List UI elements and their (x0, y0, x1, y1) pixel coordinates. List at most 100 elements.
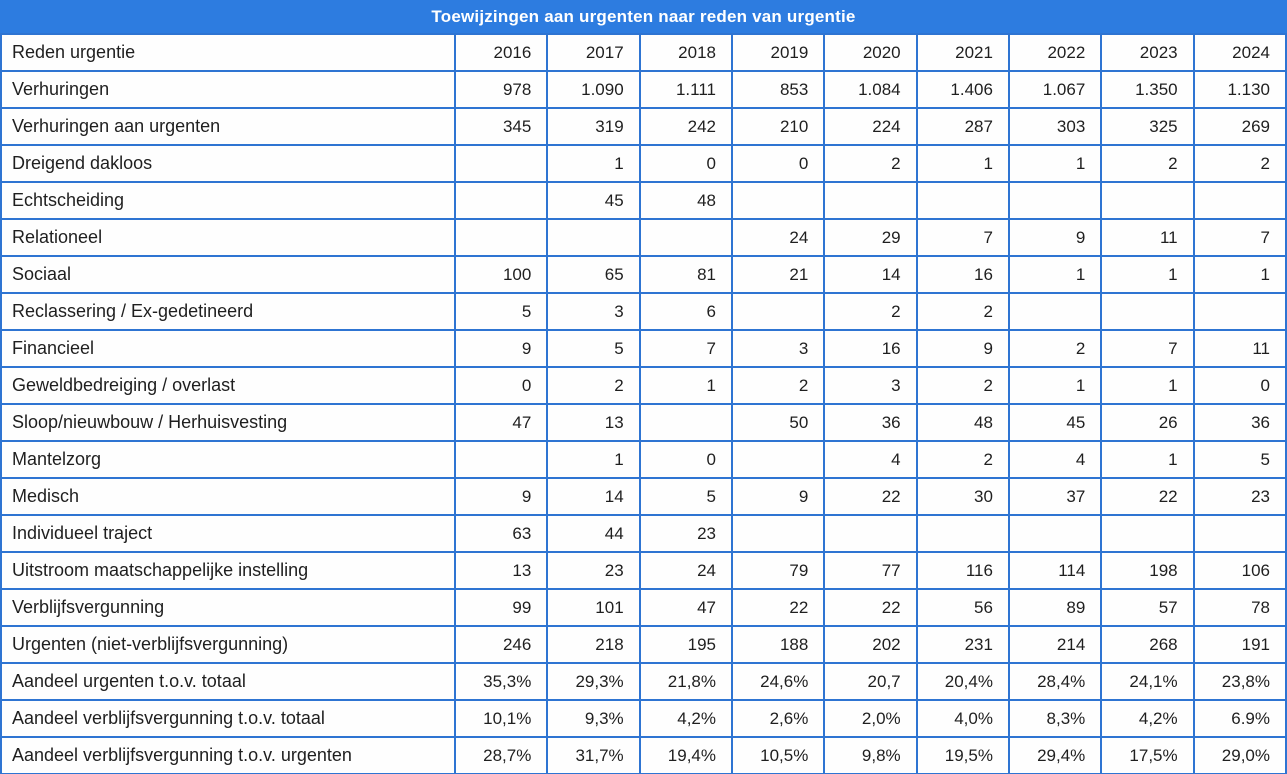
row-label: Geweldbedreiging / overlast (0, 366, 456, 405)
cell-value: 24 (730, 218, 826, 257)
cell-value (915, 181, 1010, 220)
cell-value: 978 (453, 70, 549, 109)
cell-value: 89 (1007, 588, 1103, 627)
cell-value: 37 (1007, 477, 1103, 516)
cell-value (546, 218, 641, 257)
row-label: Verhuringen aan urgenten (0, 107, 456, 146)
cell-value: 106 (1192, 551, 1287, 590)
cell-value: 99 (453, 588, 549, 627)
cell-value (1007, 292, 1103, 331)
cell-value: 45 (546, 181, 641, 220)
cell-value: 268 (1100, 625, 1195, 664)
column-header-year: 2016 (453, 33, 549, 72)
table-row: Geweldbedreiging / overlast 0 2 1 2 3 2 1 1 0 (0, 366, 1287, 405)
cell-value: 2 (823, 292, 918, 331)
column-header-year: 2022 (1007, 33, 1103, 72)
cell-value: 16 (915, 255, 1010, 294)
row-label: Sloop/nieuwbouw / Herhuisvesting (0, 403, 456, 442)
table-row: Reclassering / Ex-gedetineerd 5 3 6 2 2 (0, 292, 1287, 331)
cell-value: 116 (915, 551, 1010, 590)
cell-value: 3 (730, 329, 826, 368)
row-label: Verhuringen (0, 70, 456, 109)
table-row: Aandeel verblijfsvergunning t.o.v. totaa… (0, 699, 1287, 738)
cell-value: 2 (823, 144, 918, 183)
cell-value: 198 (1100, 551, 1195, 590)
table-row: Financieel 9 5 7 3 16 9 2 7 11 (0, 329, 1287, 368)
row-label: Dreigend dakloos (0, 144, 456, 183)
cell-value: 319 (546, 107, 641, 146)
cell-value (823, 514, 918, 553)
cell-value: 1 (546, 144, 641, 183)
column-header-year: 2020 (823, 33, 918, 72)
cell-value (1007, 181, 1103, 220)
cell-value: 17,5% (1100, 736, 1195, 774)
table-row: Urgenten (niet-verblijfsvergunning) 246 21… (0, 625, 1287, 664)
cell-value: 24,1% (1100, 662, 1195, 701)
cell-value: 29,0% (1192, 736, 1287, 774)
cell-value: 23 (638, 514, 733, 553)
row-label: Echtscheiding (0, 181, 456, 220)
row-label: Aandeel verblijfsvergunning t.o.v. urgen… (0, 736, 456, 774)
cell-value: 20,7 (823, 662, 918, 701)
cell-value: 24 (638, 551, 733, 590)
cell-value (1192, 292, 1287, 331)
cell-value: 2,0% (823, 699, 918, 738)
cell-value: 29,3% (546, 662, 641, 701)
row-label: Mantelzorg (0, 440, 456, 479)
cell-value: 77 (823, 551, 918, 590)
cell-value (1100, 514, 1195, 553)
cell-value: 19,5% (915, 736, 1010, 774)
row-label: Individueel traject (0, 514, 456, 553)
cell-value: 303 (1007, 107, 1103, 146)
cell-value: 4,0% (915, 699, 1010, 738)
column-header-label: Reden urgentie (0, 33, 456, 72)
cell-value: 1 (1007, 366, 1103, 405)
cell-value: 9 (453, 477, 549, 516)
table-title: Toewijzingen aan urgenten naar reden van… (0, 0, 1287, 33)
cell-value: 1.090 (546, 70, 641, 109)
cell-value: 13 (546, 403, 641, 442)
cell-value: 188 (730, 625, 826, 664)
cell-value: 7 (1192, 218, 1287, 257)
cell-value: 26 (1100, 403, 1195, 442)
cell-value: 224 (823, 107, 918, 146)
cell-value: 23 (546, 551, 641, 590)
table-row: Verhuringen aan urgenten 345 319 242 210 224 2… (0, 107, 1287, 146)
cell-value: 269 (1192, 107, 1287, 146)
cell-value (1100, 181, 1195, 220)
cell-value: 1.111 (638, 70, 733, 109)
cell-value (1100, 292, 1195, 331)
cell-value: 114 (1007, 551, 1103, 590)
cell-value: 4 (1007, 440, 1103, 479)
cell-value: 5 (546, 329, 641, 368)
cell-value: 1.350 (1100, 70, 1195, 109)
cell-value: 28,7% (453, 736, 549, 774)
cell-value: 4,2% (1100, 699, 1195, 738)
cell-value: 210 (730, 107, 826, 146)
cell-value: 1 (638, 366, 733, 405)
column-header-year: 2024 (1192, 33, 1287, 72)
cell-value: 14 (546, 477, 641, 516)
cell-value (730, 292, 826, 331)
header-row: Reden urgentie 2016 2017 2018 2019 2020 2021 20… (0, 33, 1287, 72)
cell-value: 1 (1100, 255, 1195, 294)
cell-value: 1 (1192, 255, 1287, 294)
cell-value: 287 (915, 107, 1010, 146)
cell-value: 79 (730, 551, 826, 590)
cell-value (453, 218, 549, 257)
column-header-year: 2019 (730, 33, 826, 72)
cell-value: 50 (730, 403, 826, 442)
cell-value (453, 440, 549, 479)
cell-value: 2 (1007, 329, 1103, 368)
cell-value: 44 (546, 514, 641, 553)
cell-value: 29 (823, 218, 918, 257)
cell-value: 1 (915, 144, 1010, 183)
row-label: Aandeel urgenten t.o.v. totaal (0, 662, 456, 701)
cell-value: 3 (823, 366, 918, 405)
cell-value: 1 (546, 440, 641, 479)
row-label: Sociaal (0, 255, 456, 294)
cell-value (730, 514, 826, 553)
row-label: Medisch (0, 477, 456, 516)
table-body: Verhuringen 978 1.090 1.111 853 1.084 1.406 1.0… (0, 70, 1287, 774)
